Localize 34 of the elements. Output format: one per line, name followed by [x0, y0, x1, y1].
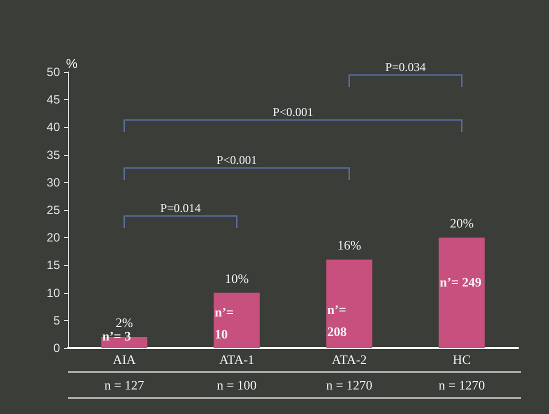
text: n = 1270 — [438, 378, 485, 392]
y-tick-label: 5 — [53, 313, 60, 328]
y-tick-label: 0 — [53, 341, 60, 355]
y-tick-label: 35 — [46, 148, 60, 162]
bar — [326, 260, 372, 348]
annotation: P<0.001 — [272, 105, 314, 119]
annotation: n’= 249 — [440, 274, 482, 290]
bar — [438, 238, 485, 348]
annotation: n’= 10 — [214, 304, 234, 342]
y-tick-label: 45 — [46, 92, 60, 107]
data-label: 2% — [116, 314, 134, 330]
text: n = 1270 — [326, 378, 372, 392]
x-tick-label: ATA-2 — [332, 352, 367, 367]
y-axis-title: % — [66, 56, 78, 71]
y-tick-label: 10 — [46, 286, 60, 300]
text: n = 127 — [104, 378, 145, 392]
y-tick-label: 25 — [46, 203, 60, 217]
y-tick-label: 40 — [46, 120, 60, 134]
x-tick-label: ATA-1 — [219, 352, 254, 367]
x-tick-label: AIA — [112, 352, 136, 367]
data-label: 16% — [337, 238, 362, 253]
y-tick-label: 15 — [46, 258, 60, 272]
data-label: 20% — [450, 216, 474, 231]
annotation: n’= 208 — [327, 302, 348, 339]
annotation: P<0.001 — [216, 153, 257, 167]
annotation: P=0.014 — [160, 201, 201, 215]
text: n = 100 — [216, 378, 257, 392]
y-tick-label: 30 — [46, 175, 60, 190]
y-tick-label: 50 — [46, 65, 60, 79]
bar — [214, 292, 260, 348]
x-tick-label: HC — [452, 352, 471, 367]
y-tick-label: 20 — [46, 230, 60, 245]
annotation: P=0.034 — [385, 60, 426, 74]
data-label: 10% — [224, 270, 249, 286]
